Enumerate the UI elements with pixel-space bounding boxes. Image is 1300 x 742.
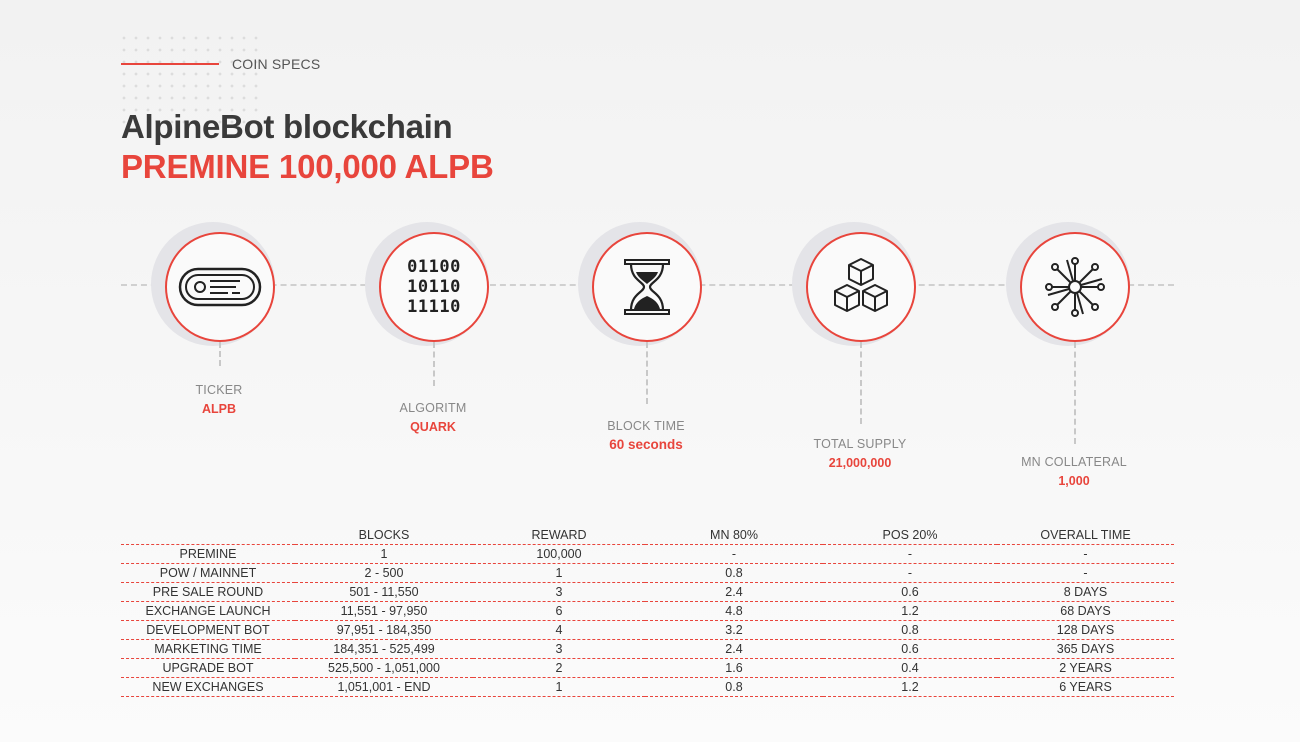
table-cell: 365 DAYS [997, 639, 1174, 659]
ticker-tag-icon [178, 267, 262, 307]
table-cell: 1 [473, 563, 645, 583]
table-cell: 2 [473, 658, 645, 678]
spec-circle [592, 232, 702, 342]
table-row: PRE SALE ROUND 501 - 11,550 3 2.4 0.6 8 … [121, 582, 1174, 602]
table-cell: - [823, 544, 997, 564]
table-cell: 1,051,001 - END [295, 677, 473, 697]
table-cell: - [997, 544, 1174, 564]
spec-value: QUARK [410, 420, 456, 434]
spec-stem [433, 342, 435, 386]
table-cell: 1 [295, 544, 473, 564]
spec-circle [806, 232, 916, 342]
table-cell: 1.6 [645, 658, 823, 678]
column-header: OVERALL TIME [997, 525, 1174, 545]
table-cell: 4 [473, 620, 645, 640]
column-header [121, 525, 295, 545]
spec-stem [1074, 342, 1076, 444]
dot-pattern [118, 32, 258, 124]
spec-stem [646, 342, 648, 404]
eyebrow-label: COIN SPECS [232, 56, 321, 72]
table-cell: 3 [473, 639, 645, 659]
table-cell: 0.8 [645, 563, 823, 583]
table-cell: 501 - 11,550 [295, 582, 473, 602]
binary-code-icon: 01100 10110 11110 [407, 257, 461, 317]
table-cell: 4.8 [645, 601, 823, 621]
spec-circle: 01100 10110 11110 [379, 232, 489, 342]
table-row: DEVELOPMENT BOT 97,951 - 184,350 4 3.2 0… [121, 620, 1174, 640]
table-cell: MARKETING TIME [121, 639, 295, 659]
table-row: PREMINE 1 100,000 - - - [121, 544, 1174, 564]
table-cell: 2.4 [645, 582, 823, 602]
table-row: EXCHANGE LAUNCH 11,551 - 97,950 6 4.8 1.… [121, 601, 1174, 621]
coin-specs-table: BLOCKS REWARD MN 80% POS 20% OVERALL TIM… [121, 525, 1174, 697]
table-cell: 1.2 [823, 601, 997, 621]
table-cell: - [645, 544, 823, 564]
table-row: NEW EXCHANGES 1,051,001 - END 1 0.8 1.2 … [121, 677, 1174, 697]
table-cell: PREMINE [121, 544, 295, 564]
column-header: REWARD [473, 525, 645, 545]
spec-label: MN COLLATERAL [1021, 455, 1127, 469]
spec-label: TOTAL SUPPLY [813, 437, 907, 451]
spec-value: 1,000 [1058, 474, 1090, 488]
section-eyebrow: COIN SPECS [121, 54, 320, 74]
table-cell: UPGRADE BOT [121, 658, 295, 678]
table-cell: 1.2 [823, 677, 997, 697]
table-cell: 6 [473, 601, 645, 621]
table-cell: 2 YEARS [997, 658, 1174, 678]
page-subtitle: PREMINE 100,000 ALPB [121, 148, 494, 185]
table-cell: - [997, 563, 1174, 583]
table-cell: - [823, 563, 997, 583]
table-cell: 100,000 [473, 544, 645, 564]
table-row: UPGRADE BOT 525,500 - 1,051,000 2 1.6 0.… [121, 658, 1174, 678]
table-cell: 68 DAYS [997, 601, 1174, 621]
spec-label: ALGORITM [399, 401, 467, 415]
table-cell: 525,500 - 1,051,000 [295, 658, 473, 678]
table-cell: 97,951 - 184,350 [295, 620, 473, 640]
spec-circle [165, 232, 275, 342]
table-cell: NEW EXCHANGES [121, 677, 295, 697]
spec-value: ALPB [201, 402, 237, 416]
eyebrow-line [121, 63, 219, 65]
table-cell: 3 [473, 582, 645, 602]
table-cell: 2.4 [645, 639, 823, 659]
binary-row: 11110 [407, 297, 461, 317]
column-header: BLOCKS [295, 525, 473, 545]
table-cell: DEVELOPMENT BOT [121, 620, 295, 640]
spec-circle [1020, 232, 1130, 342]
table-header-row: BLOCKS REWARD MN 80% POS 20% OVERALL TIM… [121, 525, 1174, 545]
column-header: MN 80% [645, 525, 823, 545]
binary-row: 10110 [407, 277, 461, 297]
table-cell: 11,551 - 97,950 [295, 601, 473, 621]
table-cell: 0.6 [823, 582, 997, 602]
table-cell: 2 - 500 [295, 563, 473, 583]
spec-stem [860, 342, 862, 424]
spec-label: TICKER [195, 383, 243, 397]
hourglass-icon [624, 259, 670, 315]
table-cell: 3.2 [645, 620, 823, 640]
column-header: POS 20% [823, 525, 997, 545]
table-cell: PRE SALE ROUND [121, 582, 295, 602]
table-cell: 6 YEARS [997, 677, 1174, 697]
table-cell: 0.8 [645, 677, 823, 697]
table-cell: 184,351 - 525,499 [295, 639, 473, 659]
table-cell: EXCHANGE LAUNCH [121, 601, 295, 621]
spec-label: BLOCK TIME [607, 419, 685, 433]
table-cell: 128 DAYS [997, 620, 1174, 640]
spec-value: 21,000,000 [828, 456, 892, 470]
page-title: AlpineBot blockchain [121, 108, 453, 145]
table-cell: 0.6 [823, 639, 997, 659]
stacked-cubes-icon [834, 258, 888, 312]
table-cell: 0.8 [823, 620, 997, 640]
binary-row: 01100 [407, 257, 461, 277]
table-cell: 8 DAYS [997, 582, 1174, 602]
table-row: POW / MAINNET 2 - 500 1 0.8 - - [121, 563, 1174, 583]
table-row: MARKETING TIME 184,351 - 525,499 3 2.4 0… [121, 639, 1174, 659]
network-nodes-icon [1045, 257, 1105, 317]
spec-stem [219, 342, 221, 366]
table-cell: 1 [473, 677, 645, 697]
table-cell: POW / MAINNET [121, 563, 295, 583]
spec-value: 60 seconds [609, 437, 683, 452]
table-cell: 0.4 [823, 658, 997, 678]
